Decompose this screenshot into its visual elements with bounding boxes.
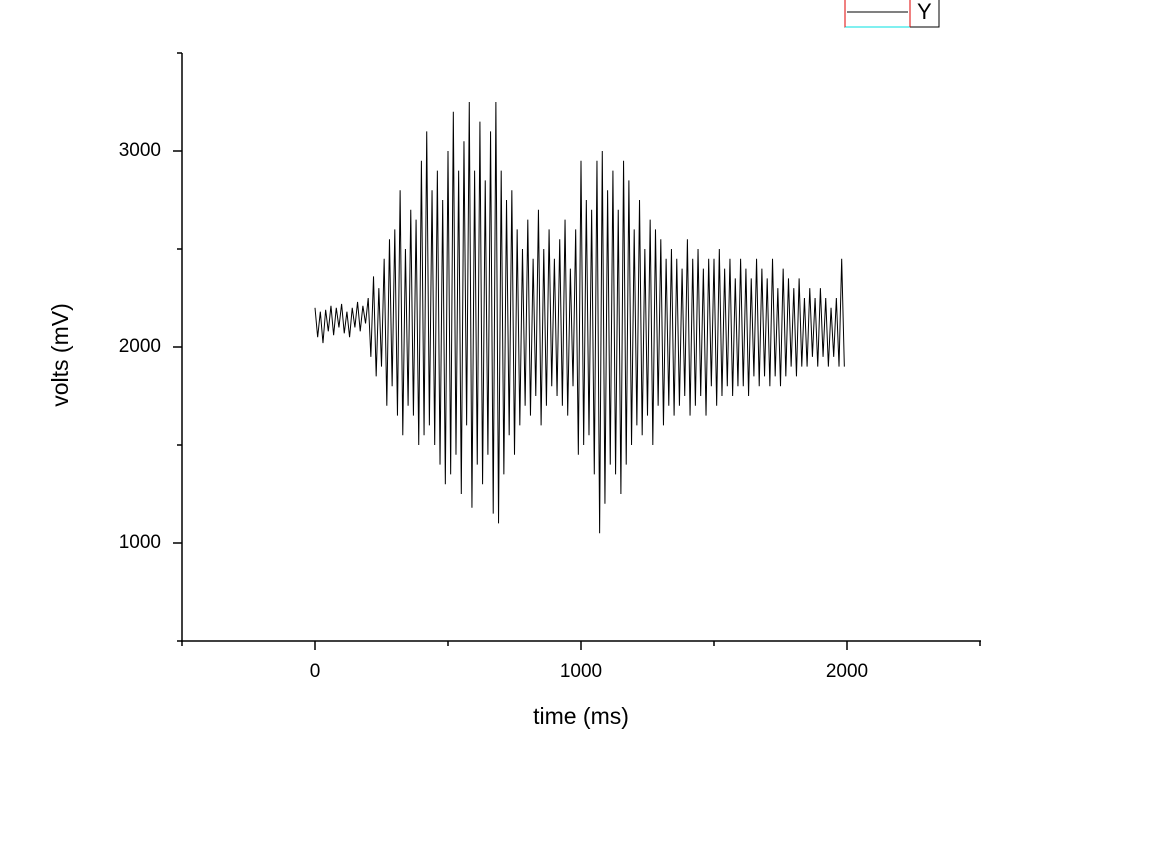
x-tick-label: 1000 (560, 661, 602, 682)
x-tick-label: 0 (310, 661, 321, 682)
y-axis-title: volts (mV) (47, 303, 73, 407)
x-tick-label: 2000 (826, 661, 868, 682)
legend-label: Y (917, 0, 932, 24)
legend (844, 0, 940, 28)
y-tick-label: 2000 (119, 336, 161, 357)
series-line (314, 101, 845, 534)
y-tick-label: 1000 (119, 532, 161, 553)
y-tick-label: 3000 (119, 140, 161, 161)
x-axis-title: time (ms) (533, 703, 629, 729)
